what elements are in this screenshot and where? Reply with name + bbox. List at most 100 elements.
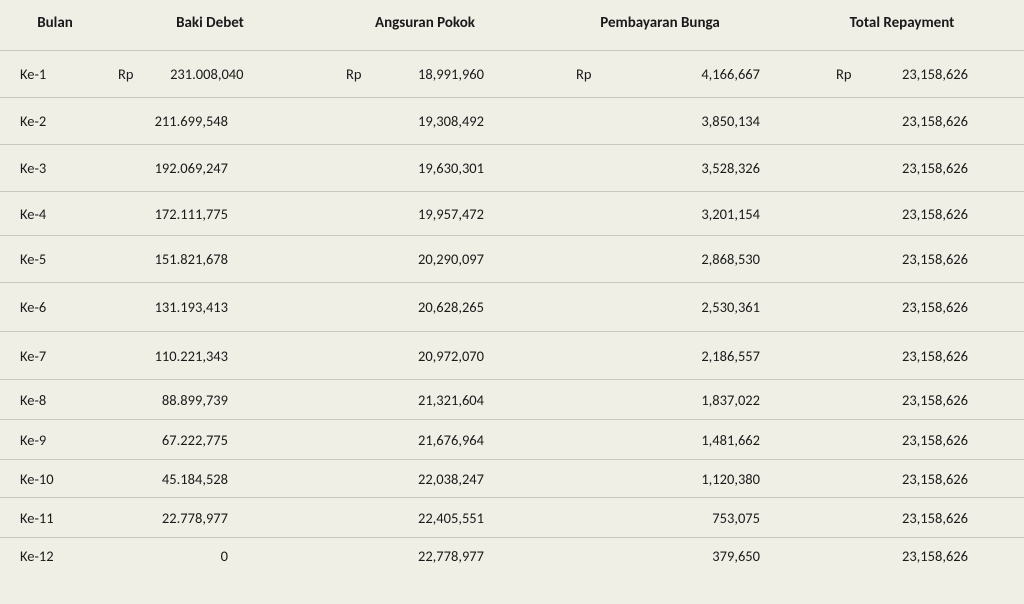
cell-bunga-value: 2,868,530 (678, 250, 760, 268)
currency-prefix (346, 347, 384, 365)
col-header-baki: Baki Debet (110, 0, 310, 51)
cell-baki: Rp 231.008,040 (110, 51, 310, 98)
cell-total-value: 23,158,626 (872, 509, 968, 527)
cell-baki: 151.821,678 (110, 236, 310, 283)
cell-bunga: 753,075 (540, 498, 780, 538)
cell-bulan: Ke-9 (0, 420, 110, 460)
cell-baki: 88.899,739 (110, 380, 310, 420)
currency-prefix: Rp (346, 65, 384, 83)
cell-pokok: 19,630,301 (310, 145, 540, 192)
table-header: Bulan Baki Debet Angsuran Pokok Pembayar… (0, 0, 1024, 51)
currency-prefix (836, 159, 872, 177)
cell-pokok-value: 21,676,964 (384, 431, 484, 449)
cell-pokok: Rp18,991,960 (310, 51, 540, 98)
cell-bunga: 2,530,361 (540, 283, 780, 332)
table-body: Ke-1Rp 231.008,040Rp18,991,960Rp4,166,66… (0, 51, 1024, 575)
cell-pokok-value: 20,628,265 (384, 298, 484, 316)
cell-bulan: Ke-11 (0, 498, 110, 538)
cell-baki-value: 131.193,413 (118, 298, 228, 316)
currency-prefix: Rp (118, 65, 134, 83)
cell-bunga-value: 3,850,134 (678, 112, 760, 130)
cell-bunga-value: 1,837,022 (678, 391, 760, 409)
cell-total-value: 23,158,626 (872, 298, 968, 316)
cell-bunga: 1,481,662 (540, 420, 780, 460)
currency-prefix (836, 470, 872, 488)
cell-baki: 211.699,548 (110, 98, 310, 145)
cell-bunga: 2,186,557 (540, 332, 780, 380)
cell-pokok: 20,290,097 (310, 236, 540, 283)
cell-total: 23,158,626 (780, 236, 1024, 283)
cell-bulan: Ke-4 (0, 192, 110, 236)
cell-total: 23,158,626 (780, 145, 1024, 192)
table-row: Ke-1Rp 231.008,040Rp18,991,960Rp4,166,66… (0, 51, 1024, 98)
cell-bunga-value: 1,481,662 (678, 431, 760, 449)
currency-prefix (576, 205, 678, 223)
currency-prefix: Rp (576, 65, 678, 83)
currency-prefix (346, 509, 384, 527)
currency-prefix (836, 112, 872, 130)
cell-bulan: Ke-1 (0, 51, 110, 98)
currency-prefix (576, 391, 678, 409)
cell-pokok: 20,628,265 (310, 283, 540, 332)
cell-baki: 172.111,775 (110, 192, 310, 236)
cell-total-value: 23,158,626 (872, 159, 968, 177)
currency-prefix (576, 470, 678, 488)
currency-prefix: Rp (836, 65, 872, 83)
currency-prefix (576, 250, 678, 268)
cell-bulan: Ke-7 (0, 332, 110, 380)
table-row: Ke-888.899,73921,321,6041,837,02223,158,… (0, 380, 1024, 420)
cell-total: 23,158,626 (780, 332, 1024, 380)
cell-total: 23,158,626 (780, 283, 1024, 332)
cell-pokok: 19,308,492 (310, 98, 540, 145)
cell-pokok-value: 19,308,492 (384, 112, 484, 130)
currency-prefix (836, 205, 872, 223)
table-row: Ke-5151.821,67820,290,0972,868,53023,158… (0, 236, 1024, 283)
table-row: Ke-7110.221,34320,972,0702,186,55723,158… (0, 332, 1024, 380)
cell-total-value: 23,158,626 (872, 65, 968, 83)
cell-pokok-value: 22,038,247 (384, 470, 484, 488)
cell-baki-value: 88.899,739 (118, 391, 228, 409)
cell-pokok-value: 19,957,472 (384, 205, 484, 223)
cell-baki-value: 0 (118, 547, 228, 565)
cell-bunga: 3,201,154 (540, 192, 780, 236)
cell-total-value: 23,158,626 (872, 547, 968, 565)
currency-prefix (346, 431, 384, 449)
cell-bulan: Ke-10 (0, 460, 110, 498)
currency-prefix (836, 431, 872, 449)
cell-total-value: 23,158,626 (872, 112, 968, 130)
cell-baki-value: 211.699,548 (118, 112, 228, 130)
currency-prefix (346, 250, 384, 268)
currency-prefix (346, 470, 384, 488)
cell-pokok-value: 22,778,977 (384, 547, 484, 565)
currency-prefix (346, 159, 384, 177)
table-row: Ke-12022,778,977379,65023,158,626 (0, 538, 1024, 575)
cell-baki-value: 151.821,678 (118, 250, 228, 268)
cell-total: 23,158,626 (780, 192, 1024, 236)
cell-bunga-value: 3,201,154 (678, 205, 760, 223)
currency-prefix (576, 547, 678, 565)
currency-prefix (576, 298, 678, 316)
cell-baki: 131.193,413 (110, 283, 310, 332)
cell-bunga: 1,837,022 (540, 380, 780, 420)
cell-bunga-value: 2,186,557 (678, 347, 760, 365)
currency-prefix (576, 509, 678, 527)
cell-baki-value: 45.184,528 (118, 470, 228, 488)
currency-prefix (836, 391, 872, 409)
col-header-bunga: Pembayaran Bunga (540, 0, 780, 51)
cell-bunga: 3,528,326 (540, 145, 780, 192)
cell-baki-value: 192.069,247 (118, 159, 228, 177)
cell-total-value: 23,158,626 (872, 205, 968, 223)
cell-pokok: 20,972,070 (310, 332, 540, 380)
cell-bunga: 379,650 (540, 538, 780, 575)
currency-prefix (836, 509, 872, 527)
currency-prefix (836, 298, 872, 316)
table-row: Ke-967.222,77521,676,9641,481,66223,158,… (0, 420, 1024, 460)
cell-bunga-value: 2,530,361 (678, 298, 760, 316)
currency-prefix (836, 547, 872, 565)
currency-prefix (346, 205, 384, 223)
cell-bunga: Rp4,166,667 (540, 51, 780, 98)
cell-total-value: 23,158,626 (872, 391, 968, 409)
table-row: Ke-6131.193,41320,628,2652,530,36123,158… (0, 283, 1024, 332)
cell-pokok-value: 20,290,097 (384, 250, 484, 268)
currency-prefix (576, 431, 678, 449)
